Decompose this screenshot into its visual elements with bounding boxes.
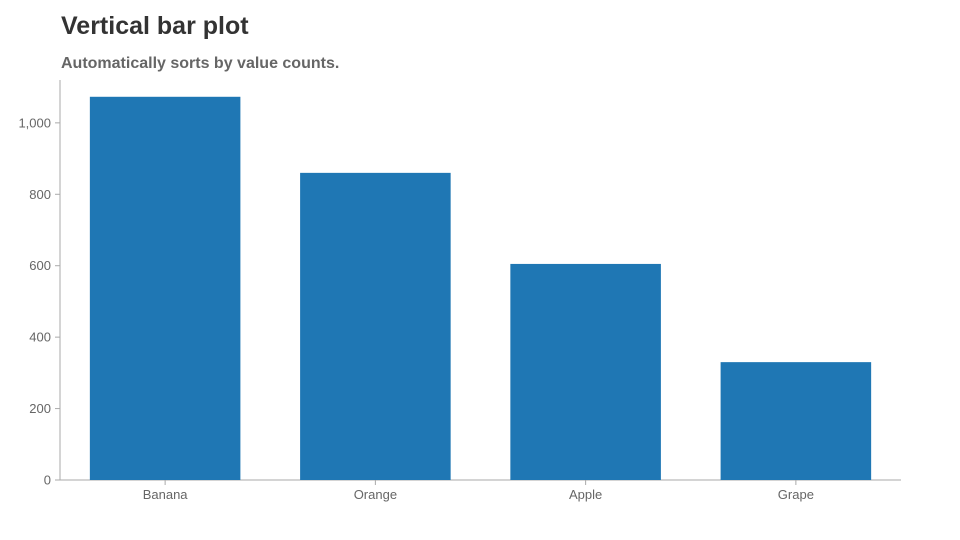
- y-tick-label: 800: [29, 187, 51, 202]
- bar-grape[interactable]: [720, 362, 872, 480]
- bar-orange[interactable]: [300, 172, 451, 480]
- y-tick-label: 400: [29, 330, 51, 345]
- x-axis: Banana Orange Apple Grape: [60, 479, 901, 502]
- x-tick-label: Banana: [143, 487, 189, 502]
- x-tick-label: Apple: [569, 487, 602, 502]
- y-axis: 0 200 400 600 800 1,000: [18, 80, 61, 488]
- chart-title: Vertical bar plot: [61, 12, 249, 40]
- bar-banana[interactable]: [89, 96, 241, 481]
- chart-subtitle: Automatically sorts by value counts.: [61, 55, 340, 72]
- y-tick-label: 1,000: [18, 115, 51, 130]
- bars-group: [89, 96, 872, 481]
- y-tick-label: 600: [29, 258, 51, 273]
- bar-apple[interactable]: [510, 263, 661, 480]
- y-tick-label: 200: [29, 401, 51, 416]
- y-tick-label: 0: [44, 473, 51, 488]
- x-tick-label: Grape: [778, 487, 814, 502]
- x-tick-label: Orange: [354, 487, 397, 502]
